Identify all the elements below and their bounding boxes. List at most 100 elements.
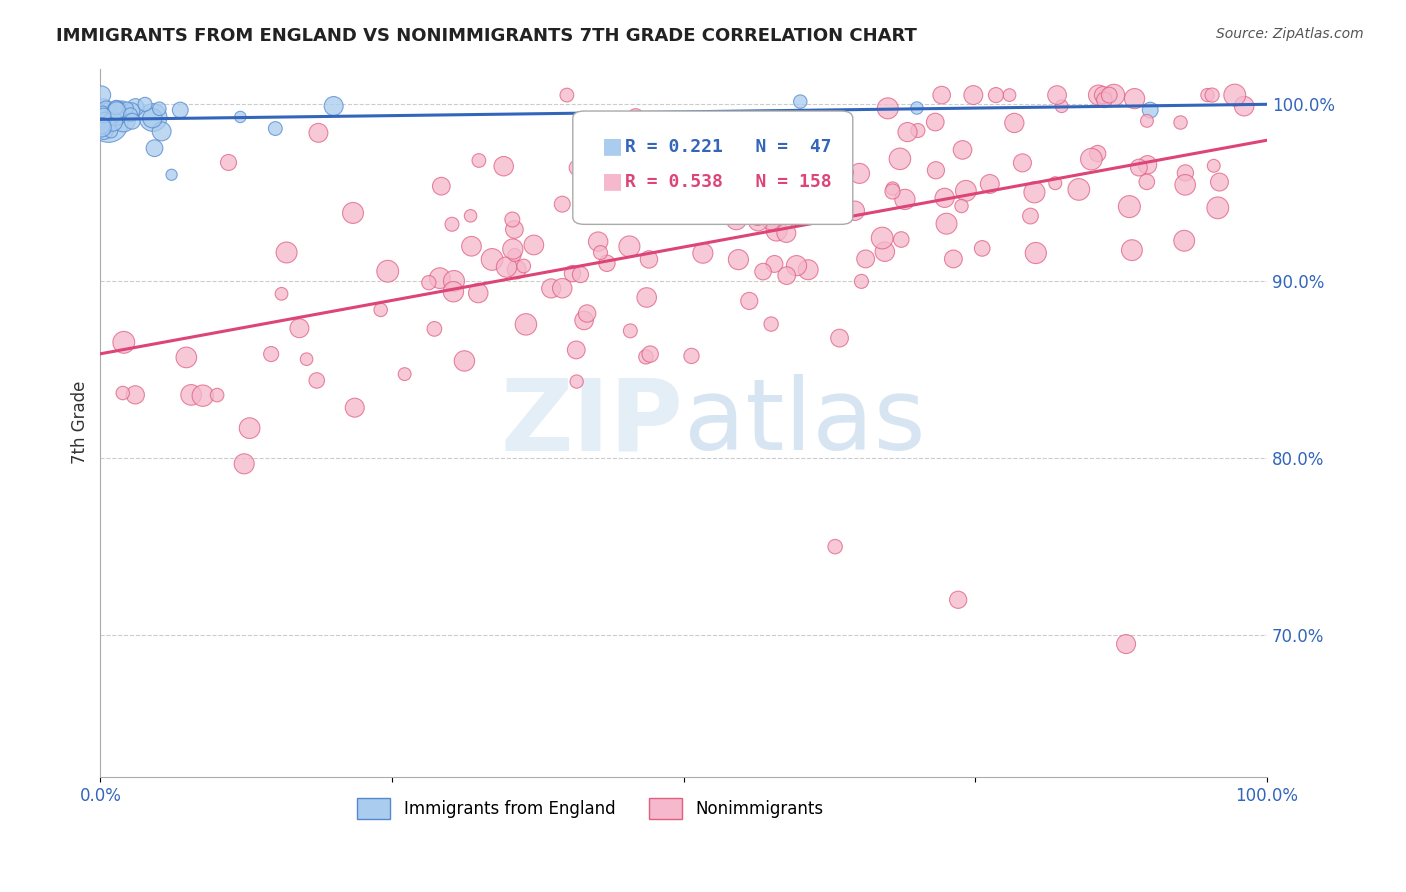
Point <box>837 165 859 179</box>
Point <box>905 101 928 115</box>
Point <box>1025 246 1047 260</box>
Point <box>1121 243 1143 257</box>
Point <box>979 177 1001 191</box>
Point <box>103 110 125 124</box>
Point <box>551 197 574 211</box>
Point <box>218 155 240 169</box>
Point <box>1201 88 1223 103</box>
Legend: Immigrants from England, Nonimmigrants: Immigrants from England, Nonimmigrants <box>350 791 830 825</box>
Point <box>848 166 870 180</box>
Text: IMMIGRANTS FROM ENGLAND VS NONIMMIGRANTS 7TH GRADE CORRELATION CHART: IMMIGRANTS FROM ENGLAND VS NONIMMIGRANTS… <box>56 27 917 45</box>
Point <box>998 88 1021 103</box>
Point <box>440 217 463 231</box>
Point <box>112 335 135 350</box>
Point <box>443 274 465 288</box>
Point <box>962 88 984 103</box>
Point <box>934 191 956 205</box>
Point <box>98 105 121 120</box>
Point <box>1197 88 1219 103</box>
Point <box>96 103 118 118</box>
Point <box>1050 99 1073 113</box>
Point <box>634 350 657 364</box>
Point <box>737 207 759 221</box>
Point <box>797 262 820 277</box>
Point <box>93 116 115 130</box>
Point <box>638 252 661 267</box>
Point <box>844 203 866 218</box>
Point <box>93 108 115 122</box>
Point <box>1087 88 1109 103</box>
Point <box>882 185 904 199</box>
Point <box>143 141 166 155</box>
Point <box>1223 88 1246 103</box>
Point <box>1202 159 1225 173</box>
Point <box>1080 152 1102 166</box>
Point <box>565 343 588 357</box>
Point <box>423 322 446 336</box>
Point <box>205 388 228 402</box>
Point <box>1170 115 1192 129</box>
Point <box>876 101 898 115</box>
Point <box>785 259 807 273</box>
Point <box>264 121 287 136</box>
Point <box>93 112 115 127</box>
Point <box>523 238 546 252</box>
Point <box>692 246 714 260</box>
Point <box>942 252 965 266</box>
Point <box>1208 175 1230 189</box>
Point <box>775 226 797 240</box>
Point <box>765 223 787 237</box>
Point <box>512 259 534 273</box>
Point <box>176 351 198 365</box>
Point <box>90 88 112 103</box>
Point <box>1173 234 1195 248</box>
Point <box>97 116 120 130</box>
Point <box>890 233 912 247</box>
Point <box>276 245 298 260</box>
Point <box>1136 114 1159 128</box>
Point <box>624 110 647 124</box>
Point <box>569 268 592 282</box>
Point <box>1011 156 1033 170</box>
Point <box>394 367 416 381</box>
Point <box>1098 88 1121 103</box>
Point <box>752 264 775 278</box>
Point <box>505 262 527 277</box>
Point <box>596 256 619 270</box>
Point <box>468 153 491 168</box>
Point <box>453 354 475 368</box>
Point <box>142 111 165 125</box>
Point <box>93 119 115 133</box>
Point <box>134 97 156 112</box>
Point <box>460 209 482 223</box>
Point <box>191 389 214 403</box>
Point <box>239 421 262 435</box>
Point <box>555 88 578 103</box>
Point <box>882 181 904 195</box>
Point <box>121 114 143 128</box>
Point <box>342 206 364 220</box>
Point <box>90 120 112 135</box>
Point <box>925 163 948 178</box>
FancyBboxPatch shape <box>572 111 853 225</box>
Point <box>824 540 846 554</box>
Point <box>1091 88 1114 103</box>
Point <box>96 121 118 136</box>
Point <box>1115 637 1137 651</box>
Point <box>894 193 917 207</box>
Point <box>1174 166 1197 180</box>
Point <box>851 274 873 288</box>
Point <box>763 257 786 271</box>
Point <box>681 349 703 363</box>
Point <box>101 114 124 128</box>
Point <box>776 268 799 283</box>
Text: R = 0.538   N = 158: R = 0.538 N = 158 <box>626 173 832 192</box>
Text: ZIP: ZIP <box>501 374 683 471</box>
Point <box>307 126 329 140</box>
Point <box>169 103 191 117</box>
Point <box>124 100 146 114</box>
Point <box>1045 176 1067 190</box>
Point <box>565 161 588 175</box>
Point <box>305 374 328 388</box>
Point <box>112 112 135 127</box>
